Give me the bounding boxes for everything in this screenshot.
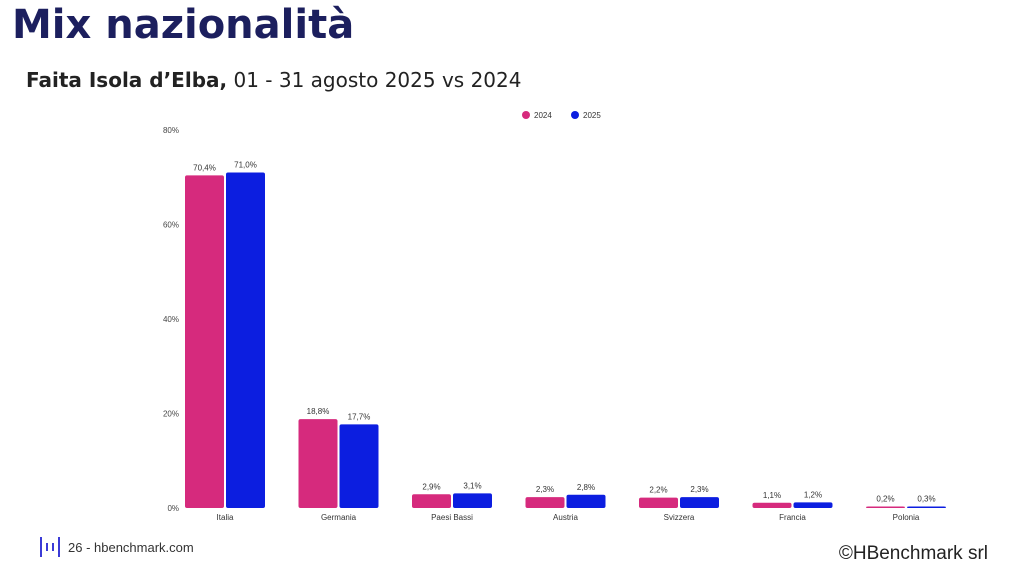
legend-marker-icon [571, 111, 579, 119]
x-tick-label: Polonia [893, 513, 920, 522]
copyright: ©HBenchmark srl [838, 543, 988, 564]
data-label: 2,8% [577, 483, 595, 492]
x-tick-label: Italia [217, 513, 234, 522]
x-tick-label: Paesi Bassi [431, 513, 473, 522]
bar-2024 [185, 175, 224, 509]
data-label: 0,3% [917, 495, 935, 504]
page-number: 26 - hbenchmark.com [68, 539, 194, 555]
page-title: Mix nazionalità [12, 2, 355, 48]
bar-2024 [639, 497, 678, 508]
bar-2025 [680, 497, 719, 508]
data-label: 3,1% [463, 481, 481, 490]
y-tick-label: 20% [163, 410, 179, 419]
legend-label: 2025 [583, 111, 601, 120]
data-label: 2,3% [690, 485, 708, 494]
subtitle-bold: Faita Isola d’Elba, [26, 68, 228, 92]
bar-2025 [226, 172, 265, 508]
bar-2024 [752, 502, 792, 508]
bar-2024 [866, 506, 905, 508]
footer-page: 26 - hbenchmark.com [40, 537, 194, 557]
bar-2024 [298, 419, 338, 508]
data-label: 2,2% [649, 486, 667, 495]
data-label: 1,1% [763, 491, 781, 500]
bar-2025 [907, 506, 946, 508]
data-label: 18,8% [307, 407, 330, 416]
y-tick-label: 60% [163, 221, 179, 230]
data-label: 70,4% [193, 163, 216, 172]
y-tick-label: 0% [167, 504, 179, 513]
bar-2024 [525, 497, 565, 508]
x-tick-label: Austria [553, 513, 578, 522]
data-label: 2,3% [536, 485, 554, 494]
bar-2025 [453, 493, 492, 508]
hbenchmark-logo-icon [40, 537, 60, 557]
chart-subtitle: Faita Isola d’Elba, 01 - 31 agosto 2025 … [26, 68, 521, 92]
data-label: 17,7% [348, 412, 371, 421]
data-label: 0,2% [876, 495, 894, 504]
bar-2025 [566, 494, 606, 508]
x-tick-label: Svizzera [664, 513, 695, 522]
bar-2024 [412, 494, 451, 508]
y-tick-label: 80% [163, 126, 179, 135]
bar-2025 [339, 424, 379, 508]
data-label: 2,9% [422, 482, 440, 491]
y-tick-label: 40% [163, 315, 179, 324]
subtitle-rest: 01 - 31 agosto 2025 vs 2024 [227, 68, 522, 92]
x-tick-label: Francia [779, 513, 806, 522]
data-label: 1,2% [804, 490, 822, 499]
x-tick-label: Germania [321, 513, 357, 522]
legend-marker-icon [522, 111, 530, 119]
bar-2025 [793, 502, 833, 508]
legend-label: 2024 [534, 111, 552, 120]
data-label: 71,0% [234, 161, 257, 170]
